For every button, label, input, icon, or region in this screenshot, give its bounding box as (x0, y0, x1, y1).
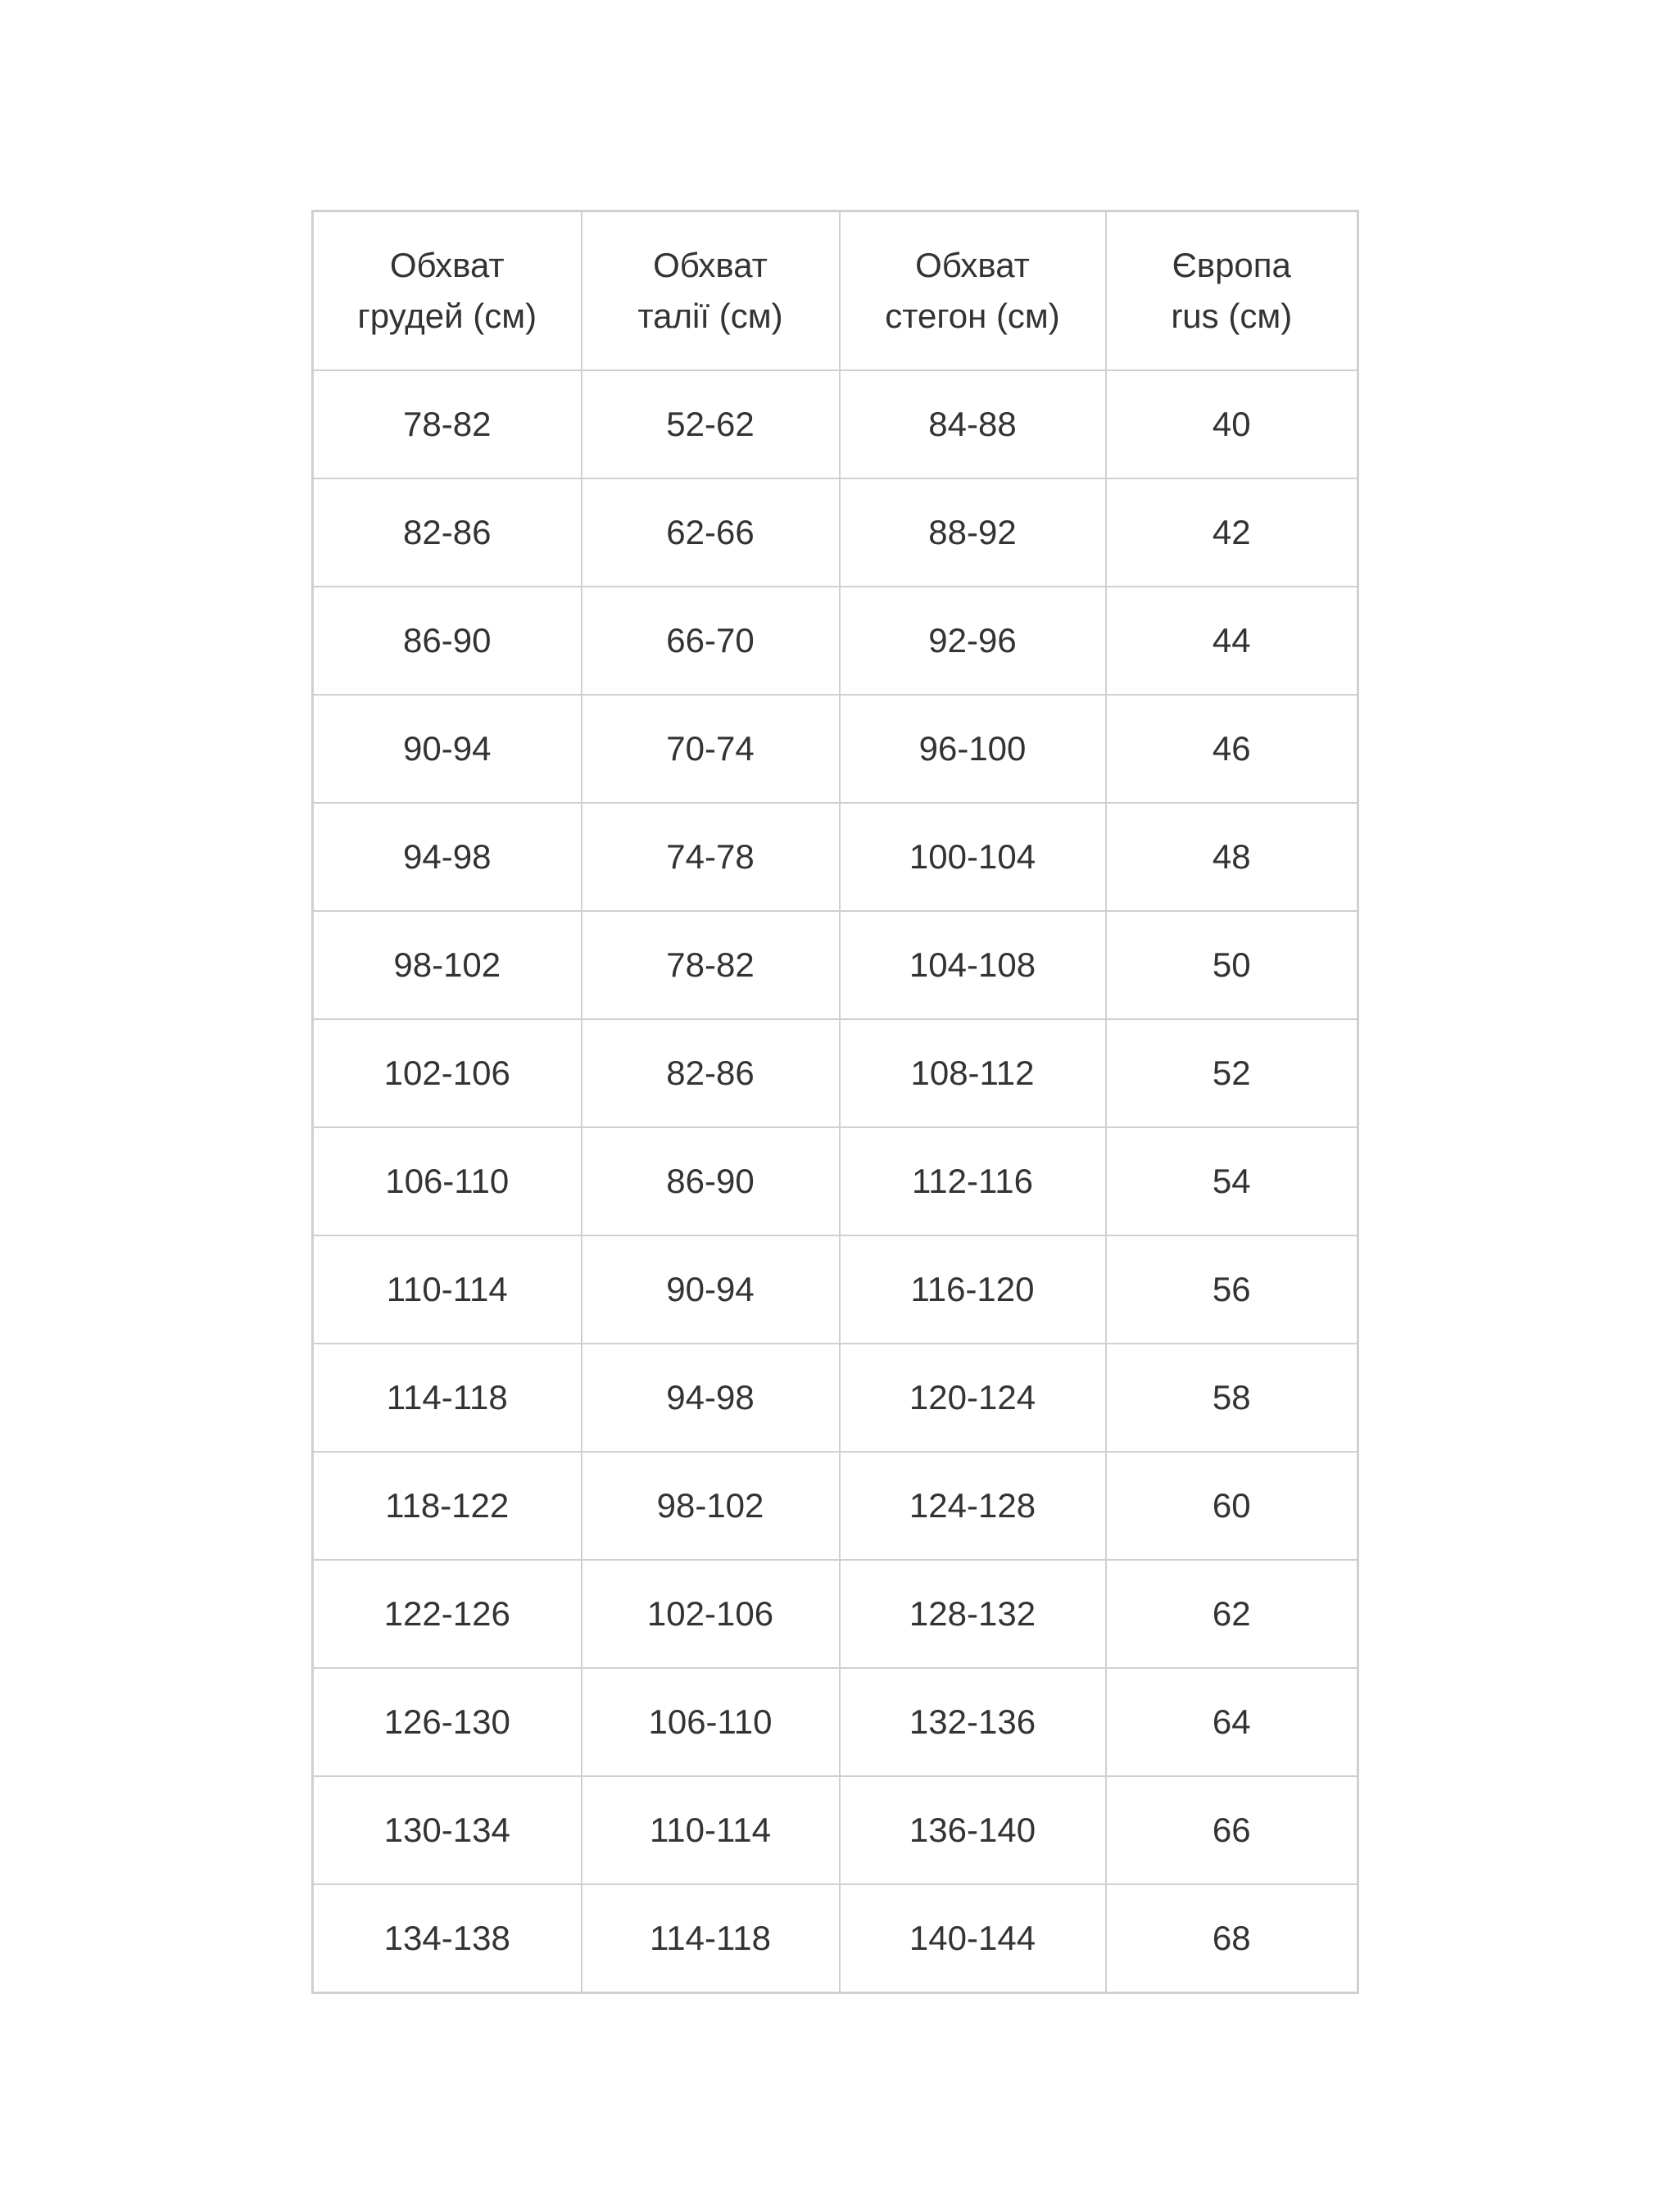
header-line: rus (см) (1171, 297, 1293, 335)
table-row: 98-102 78-82 104-108 50 (311, 910, 1359, 1020)
table-row: 110-114 90-94 116-120 56 (311, 1235, 1359, 1344)
table-row: 106-110 86-90 112-116 54 (311, 1126, 1359, 1236)
header-line: Обхват (653, 246, 768, 284)
cell-chest: 134-138 (311, 1883, 582, 1994)
cell-europe-size: 60 (1104, 1451, 1359, 1561)
cell-chest: 130-134 (311, 1775, 582, 1885)
cell-waist: 70-74 (580, 694, 841, 804)
cell-europe-size: 62 (1104, 1559, 1359, 1669)
cell-hips: 92-96 (838, 586, 1107, 696)
cell-waist: 66-70 (580, 586, 841, 696)
cell-hips: 96-100 (838, 694, 1107, 804)
cell-europe-size: 42 (1104, 478, 1359, 587)
cell-europe-size: 64 (1104, 1667, 1359, 1777)
cell-waist: 94-98 (580, 1343, 841, 1453)
cell-waist: 90-94 (580, 1235, 841, 1344)
table-row: 86-90 66-70 92-96 44 (311, 586, 1359, 696)
cell-waist: 82-86 (580, 1018, 841, 1128)
cell-waist: 74-78 (580, 802, 841, 912)
cell-europe-size: 58 (1104, 1343, 1359, 1453)
cell-waist: 98-102 (580, 1451, 841, 1561)
cell-waist: 62-66 (580, 478, 841, 587)
cell-europe-size: 48 (1104, 802, 1359, 912)
cell-waist: 86-90 (580, 1126, 841, 1236)
header-line: Обхват (915, 246, 1030, 284)
cell-chest: 118-122 (311, 1451, 582, 1561)
cell-waist: 110-114 (580, 1775, 841, 1885)
cell-chest: 82-86 (311, 478, 582, 587)
cell-europe-size: 54 (1104, 1126, 1359, 1236)
cell-europe-size: 66 (1104, 1775, 1359, 1885)
table-row: 114-118 94-98 120-124 58 (311, 1343, 1359, 1453)
cell-chest: 102-106 (311, 1018, 582, 1128)
table-row: 94-98 74-78 100-104 48 (311, 802, 1359, 912)
header-line: грудей (см) (357, 297, 537, 335)
cell-europe-size: 68 (1104, 1883, 1359, 1994)
cell-hips: 136-140 (838, 1775, 1107, 1885)
table-row: 90-94 70-74 96-100 46 (311, 694, 1359, 804)
table-row: 78-82 52-62 84-88 40 (311, 369, 1359, 479)
cell-europe-size: 50 (1104, 910, 1359, 1020)
cell-hips: 128-132 (838, 1559, 1107, 1669)
cell-hips: 88-92 (838, 478, 1107, 587)
cell-chest: 106-110 (311, 1126, 582, 1236)
cell-chest: 94-98 (311, 802, 582, 912)
cell-chest: 90-94 (311, 694, 582, 804)
cell-hips: 140-144 (838, 1883, 1107, 1994)
cell-hips: 108-112 (838, 1018, 1107, 1128)
table-row: 82-86 62-66 88-92 42 (311, 478, 1359, 587)
cell-europe-size: 46 (1104, 694, 1359, 804)
cell-waist: 102-106 (580, 1559, 841, 1669)
cell-chest: 114-118 (311, 1343, 582, 1453)
cell-hips: 104-108 (838, 910, 1107, 1020)
header-hips: Обхват стегон (см) (838, 210, 1107, 371)
table-row: 130-134 110-114 136-140 66 (311, 1775, 1359, 1885)
header-waist: Обхват талії (см) (580, 210, 841, 371)
cell-europe-size: 40 (1104, 369, 1359, 479)
cell-chest: 110-114 (311, 1235, 582, 1344)
cell-waist: 52-62 (580, 369, 841, 479)
cell-chest: 98-102 (311, 910, 582, 1020)
cell-hips: 132-136 (838, 1667, 1107, 1777)
table-row: 134-138 114-118 140-144 68 (311, 1883, 1359, 1994)
size-chart-table: Обхват грудей (см) Обхват талії (см) Обхват с… (311, 210, 1359, 1994)
header-line: стегон (см) (885, 297, 1060, 335)
cell-hips: 120-124 (838, 1343, 1107, 1453)
cell-hips: 116-120 (838, 1235, 1107, 1344)
cell-chest: 78-82 (311, 369, 582, 479)
cell-chest: 86-90 (311, 586, 582, 696)
cell-waist: 114-118 (580, 1883, 841, 1994)
cell-europe-size: 56 (1104, 1235, 1359, 1344)
table-row: 122-126 102-106 128-132 62 (311, 1559, 1359, 1669)
cell-europe-size: 44 (1104, 586, 1359, 696)
header-chest: Обхват грудей (см) (311, 210, 582, 371)
cell-waist: 78-82 (580, 910, 841, 1020)
header-line: Обхват (389, 246, 505, 284)
table-row: 126-130 106-110 132-136 64 (311, 1667, 1359, 1777)
header-row: Обхват грудей (см) Обхват талії (см) Обхват с… (311, 210, 1359, 371)
cell-chest: 122-126 (311, 1559, 582, 1669)
cell-hips: 112-116 (838, 1126, 1107, 1236)
cell-hips: 100-104 (838, 802, 1107, 912)
cell-hips: 84-88 (838, 369, 1107, 479)
header-line: Європа (1172, 246, 1291, 284)
header-europe-size: Європа rus (см) (1104, 210, 1359, 371)
table-row: 118-122 98-102 124-128 60 (311, 1451, 1359, 1561)
cell-waist: 106-110 (580, 1667, 841, 1777)
cell-hips: 124-128 (838, 1451, 1107, 1561)
cell-chest: 126-130 (311, 1667, 582, 1777)
table-row: 102-106 82-86 108-112 52 (311, 1018, 1359, 1128)
header-line: талії (см) (637, 297, 783, 335)
cell-europe-size: 52 (1104, 1018, 1359, 1128)
